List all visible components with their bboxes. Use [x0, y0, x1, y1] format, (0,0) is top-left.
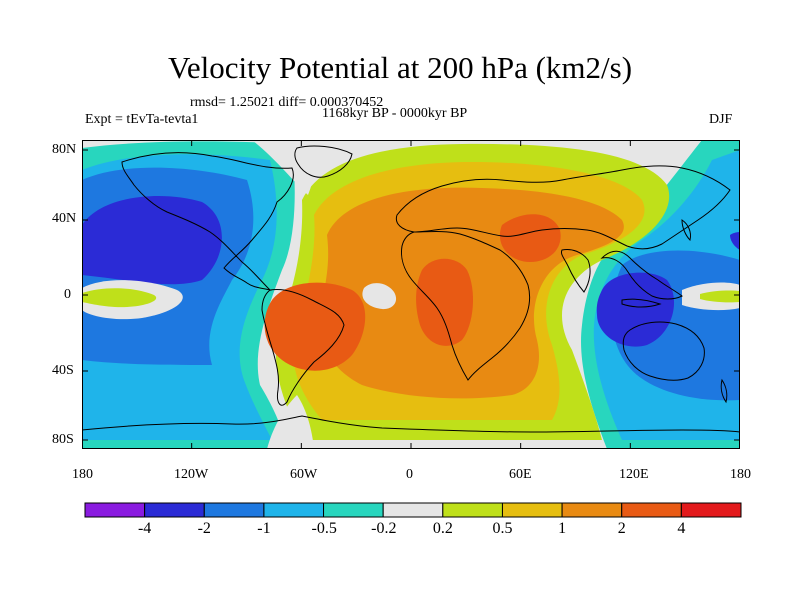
lon-label: 0 [406, 467, 413, 482]
colorbar-label: -0.2 [371, 520, 397, 537]
colorbar-swatch [382, 502, 444, 518]
axis-ticks [82, 140, 740, 449]
field-yellow-wpac [82, 288, 157, 308]
colorbar-label: -2 [197, 520, 211, 537]
colorbar-swatch [501, 502, 563, 518]
colorbar-swatch [561, 502, 623, 518]
colorbar-swatch [442, 502, 503, 518]
coast-new-zealand [720, 378, 728, 404]
field-blue-strong-west [82, 195, 222, 285]
colorbar [84, 502, 742, 518]
coast-india [561, 249, 591, 293]
colorbar-label: 4 [677, 520, 686, 537]
colorbar-label: 0.2 [432, 520, 453, 537]
lat-label: 80S [52, 432, 74, 447]
field-orangered-america [264, 282, 366, 371]
colorbar-label: -4 [137, 520, 152, 537]
field-orangered-arabia [499, 214, 561, 262]
coast-south-america [261, 289, 345, 406]
lon-label: 60W [290, 467, 318, 482]
field-neutral-pocket [362, 283, 397, 310]
field-blue-strong-dateline [730, 232, 740, 250]
coast-antarctica [82, 415, 740, 433]
lat-label: 0 [64, 287, 71, 302]
colorbar-swatch [323, 502, 384, 518]
field-blue-strong-east [596, 272, 675, 347]
field-orangered-africa [416, 258, 474, 346]
map-title: Velocity Potential at 200 hPa (km2/s) [167, 50, 633, 85]
colorbar-swatch [680, 502, 742, 518]
colorbar-label: -0.5 [311, 520, 337, 537]
map-panel [82, 140, 740, 449]
field-neutral-antarctic [267, 395, 314, 449]
colorbar-swatch [203, 502, 265, 518]
coastlines [82, 145, 740, 433]
colorbar-swatch [263, 502, 325, 518]
lat-label: 80N [52, 142, 77, 157]
coast-africa [401, 231, 531, 381]
velocity-potential-map [82, 140, 740, 449]
experiment-label: Expt = tEvTa-tevta1 [85, 112, 199, 127]
lat-label: 40N [52, 211, 77, 226]
colorbar-swatch [84, 502, 146, 518]
lon-label: 120W [174, 467, 209, 482]
lat-label: 40S [52, 363, 74, 378]
stats-line: rmsd= 1.25021 diff= 0.000370452 [190, 95, 384, 110]
colorbar-label: 1 [558, 520, 567, 537]
coast-australia [622, 321, 705, 381]
field-neutral-arctic [252, 140, 320, 195]
colorbar-swatch [144, 502, 205, 518]
period-label: 1168kyr BP - 0000kyr BP [322, 106, 468, 121]
colorbar-label: 2 [617, 520, 626, 537]
colorbar-label: 0.5 [492, 520, 513, 537]
colorbar-swatch [621, 502, 682, 518]
lon-label: 180 [72, 467, 93, 482]
coast-north-america [121, 152, 294, 291]
coast-indonesia [621, 298, 662, 308]
colorbar-label: -1 [257, 520, 271, 537]
coast-europe [395, 165, 731, 250]
lon-label: 60E [509, 467, 532, 482]
lon-label: 180 [730, 467, 751, 482]
lon-label: 120E [619, 467, 649, 482]
coast-southeast-asia [600, 250, 683, 300]
field-yellow-epac [700, 290, 740, 303]
coast-greenland [294, 145, 353, 178]
season-label: DJF [709, 112, 733, 127]
coast-japan [681, 219, 691, 241]
